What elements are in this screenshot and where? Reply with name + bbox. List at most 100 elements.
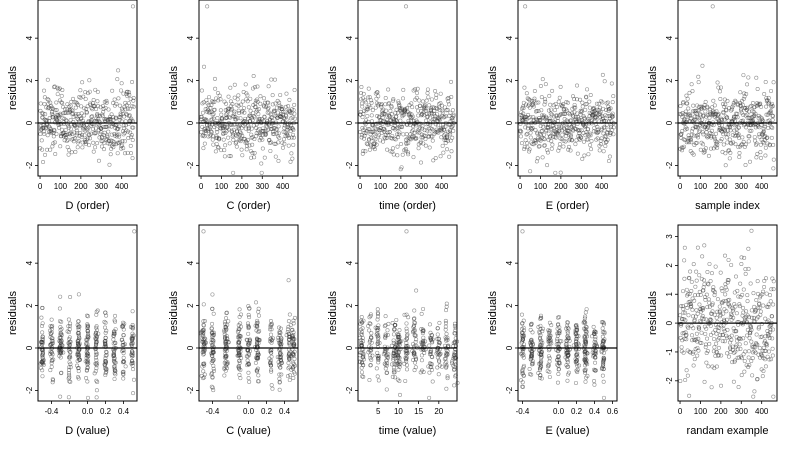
- data-point: [599, 99, 604, 104]
- data-point: [694, 140, 699, 145]
- data-point: [763, 80, 768, 85]
- data-point: [95, 89, 100, 94]
- data-point: [400, 112, 405, 117]
- data-point: [246, 105, 251, 110]
- data-point: [240, 133, 245, 138]
- data-point: [573, 142, 578, 147]
- data-point: [122, 114, 127, 119]
- data-point: [547, 93, 552, 98]
- data-point: [714, 140, 719, 145]
- data-point: [707, 115, 712, 120]
- data-point: [291, 135, 296, 140]
- data-point: [395, 132, 400, 137]
- data-point: [77, 133, 82, 138]
- data-point: [535, 131, 540, 136]
- data-point: [266, 127, 271, 132]
- data-point: [230, 132, 235, 137]
- y-tick-label: 2: [186, 303, 195, 308]
- data-point: [288, 126, 293, 131]
- data-point: [678, 378, 683, 383]
- y-tick-label: -2: [345, 161, 354, 169]
- data-point: [550, 142, 555, 147]
- data-point: [758, 155, 763, 160]
- data-point: [684, 368, 689, 373]
- data-point: [689, 279, 694, 284]
- data-point: [256, 107, 261, 112]
- data-point: [63, 128, 68, 133]
- data-point: [416, 146, 421, 151]
- data-point: [746, 355, 751, 360]
- y-axis-label: residuals: [487, 290, 499, 335]
- x-tick-label: 300: [415, 182, 429, 191]
- data-point: [691, 326, 696, 331]
- data-point: [373, 137, 378, 142]
- x-axis-label: sample index: [695, 200, 760, 212]
- data-point: [438, 91, 443, 96]
- data-point: [553, 135, 558, 140]
- data-point: [406, 141, 411, 146]
- data-point: [586, 152, 591, 157]
- data-point: [552, 114, 557, 119]
- data-point: [584, 307, 589, 312]
- data-point: [131, 125, 136, 130]
- data-point: [79, 111, 84, 116]
- data-point: [545, 148, 550, 153]
- x-tick-label: 400: [755, 407, 769, 416]
- data-point: [586, 127, 591, 132]
- data-point: [577, 128, 582, 133]
- data-point: [762, 92, 767, 97]
- data-point: [606, 159, 611, 164]
- data-point: [383, 96, 388, 101]
- x-tick-label: 100: [215, 182, 229, 191]
- data-point: [282, 125, 287, 130]
- data-point: [99, 144, 104, 149]
- y-tick-label: -2: [186, 161, 195, 169]
- data-point: [359, 97, 364, 102]
- data-point: [43, 152, 48, 157]
- data-point: [276, 158, 281, 163]
- data-point: [104, 124, 109, 129]
- data-point: [51, 113, 56, 118]
- data-point: [543, 99, 548, 104]
- data-point: [418, 121, 423, 126]
- data-point: [384, 135, 389, 140]
- y-tick-label: 1: [665, 291, 674, 296]
- data-point: [452, 383, 457, 388]
- data-point: [764, 291, 769, 296]
- data-point: [552, 108, 557, 113]
- data-point: [749, 228, 754, 233]
- data-point: [214, 96, 219, 101]
- data-point: [710, 105, 715, 110]
- data-point: [239, 131, 244, 136]
- x-tick-label: 200: [394, 182, 408, 191]
- x-tick-label: 0.4: [589, 407, 601, 416]
- data-point: [570, 127, 575, 132]
- data-point: [81, 94, 86, 99]
- data-point: [723, 151, 728, 156]
- data-points: [678, 4, 776, 171]
- y-axis-label: residuals: [168, 290, 180, 335]
- data-point: [579, 135, 584, 140]
- data-point: [96, 104, 101, 109]
- data-point: [718, 270, 723, 275]
- data-point: [761, 345, 766, 350]
- data-point: [361, 148, 366, 153]
- data-point: [398, 167, 403, 172]
- y-tick-label: -2: [25, 386, 34, 394]
- data-point: [201, 302, 206, 307]
- data-point: [210, 137, 215, 142]
- data-point: [724, 135, 729, 140]
- data-point: [522, 85, 527, 90]
- data-point: [97, 135, 102, 140]
- x-axis-label: randam example: [687, 425, 769, 437]
- data-point: [531, 104, 536, 109]
- data-point: [716, 345, 721, 350]
- data-point: [731, 103, 736, 108]
- data-point: [427, 395, 432, 400]
- y-tick-label: 4: [505, 260, 514, 265]
- data-point: [222, 154, 227, 159]
- data-point: [121, 91, 126, 96]
- data-point: [521, 104, 526, 109]
- data-point: [80, 145, 85, 150]
- data-point: [81, 127, 86, 132]
